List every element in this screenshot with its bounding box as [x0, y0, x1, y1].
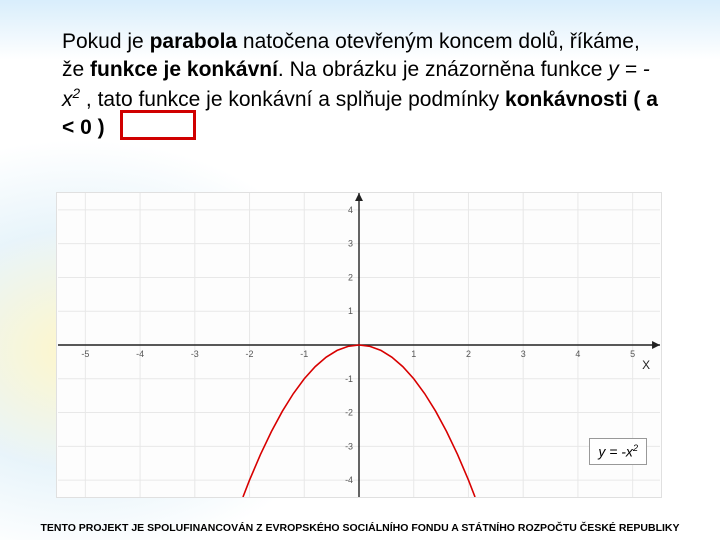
svg-text:2: 2 — [348, 272, 353, 282]
svg-text:-2: -2 — [345, 408, 353, 418]
text-bold-parabola: parabola — [150, 30, 238, 53]
paragraph: Pokud je parabola natočena otevřeným kon… — [62, 28, 664, 142]
svg-text:-3: -3 — [345, 441, 353, 451]
svg-text:-5: -5 — [81, 349, 89, 359]
svg-text:4: 4 — [575, 349, 580, 359]
svg-text:-4: -4 — [136, 349, 144, 359]
parabola-chart: -5 -4 -3 -2 -1 1 2 3 4 5 -4 -3 -2 -1 1 2 3 4 X — [57, 193, 661, 497]
svg-text:-2: -2 — [246, 349, 254, 359]
svg-text:-1: -1 — [345, 374, 353, 384]
text: Pokud je — [62, 30, 150, 53]
function-label-exp: 2 — [633, 443, 638, 453]
svg-text:X: X — [642, 358, 650, 372]
text: , tato funkce je konkávní a splňuje podm… — [80, 88, 505, 111]
text: . Na obrázku je znázorněna funkce — [278, 58, 608, 81]
svg-text:-1: -1 — [300, 349, 308, 359]
svg-text:1: 1 — [411, 349, 416, 359]
svg-text:1: 1 — [348, 306, 353, 316]
function-label: y = -x2 — [589, 438, 647, 465]
svg-text:3: 3 — [521, 349, 526, 359]
svg-text:5: 5 — [630, 349, 635, 359]
function-label-text: y = -x — [598, 444, 633, 460]
svg-text:3: 3 — [348, 239, 353, 249]
slide-content: Pokud je parabola natočena otevřeným kon… — [0, 0, 720, 142]
chart-container: -5-4-3-2-112345-4-3-2-11234X y = -x2 — [56, 192, 662, 498]
svg-text:-3: -3 — [191, 349, 199, 359]
text-formula-exp: 2 — [73, 86, 81, 101]
svg-text:2: 2 — [466, 349, 471, 359]
text-bold-konkavni: funkce je konkávní — [90, 58, 278, 81]
svg-text:4: 4 — [348, 205, 353, 215]
footer-text: TENTO PROJEKT JE SPOLUFINANCOVÁN Z EVROP… — [0, 522, 720, 534]
svg-text:-4: -4 — [345, 475, 353, 485]
